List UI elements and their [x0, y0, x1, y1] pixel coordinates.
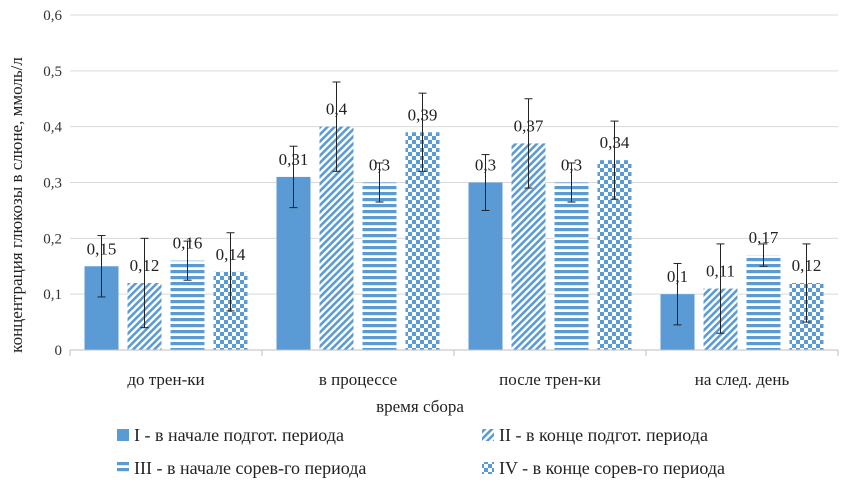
y-tick-label: 0	[55, 343, 63, 359]
error-bars	[97, 81, 811, 334]
data-label: 0,15	[87, 239, 117, 258]
x-category-label: после трен-ки	[499, 370, 601, 389]
data-label: 0,16	[173, 234, 203, 253]
legend-item-label: IV - в конце сорев-го периода	[499, 458, 725, 478]
legend-item-label: I - в начале подгот. периода	[134, 425, 344, 445]
data-label: 0,14	[216, 245, 246, 264]
bar	[746, 255, 781, 350]
data-label: 0,11	[706, 262, 735, 281]
x-category-label: до трен-ки	[127, 370, 204, 389]
x-category-label: в процессе	[319, 370, 397, 389]
data-label: 0,12	[130, 256, 160, 275]
y-tick-label: 0,2	[43, 231, 62, 247]
data-label: 0,31	[279, 150, 309, 169]
y-tick-label: 0,3	[43, 176, 62, 192]
data-label: 0,4	[326, 100, 348, 119]
y-tick-label: 0,1	[43, 287, 62, 303]
data-label: 0,3	[475, 156, 496, 175]
axes: 0 0,1 0,2 0,3 0,4 0,5 0,6 до трен-ки в процессе п…	[43, 8, 839, 389]
legend-swatch	[482, 429, 494, 441]
x-category-label: на след. день	[695, 370, 790, 389]
data-label: 0,12	[792, 256, 822, 275]
y-tick-label: 0,6	[43, 8, 62, 24]
y-tick-label: 0,4	[43, 120, 62, 136]
bar	[554, 182, 589, 350]
bar	[362, 182, 397, 350]
legend-swatch	[117, 429, 129, 441]
legend-swatch	[117, 462, 129, 474]
y-axis-title: концентрация глюкозы в слюне, ммоль/л	[7, 57, 26, 353]
data-label: 0,17	[749, 228, 779, 247]
x-axis-title: время сбора	[376, 397, 464, 416]
data-label: 0,3	[561, 156, 582, 175]
legend-item-label: II - в конце подгот. периода	[499, 425, 708, 445]
data-labels: 0,15 0,31 0,3 0,1 0,12 0,4 0,37 0,11 0,16 0,3 0,3 0…	[87, 100, 822, 286]
data-label: 0,39	[408, 105, 438, 124]
data-label: 0,1	[667, 267, 688, 286]
legend-swatch	[482, 462, 494, 474]
legend-item-label: III - в начале сорев-го периода	[134, 458, 366, 478]
data-label: 0,3	[369, 156, 390, 175]
y-tick-label: 0,5	[43, 64, 62, 80]
data-label: 0,37	[514, 116, 544, 135]
bars	[84, 126, 824, 351]
data-label: 0,34	[600, 133, 630, 152]
legend: I - в начале подгот. периода II - в конце…	[117, 425, 725, 478]
